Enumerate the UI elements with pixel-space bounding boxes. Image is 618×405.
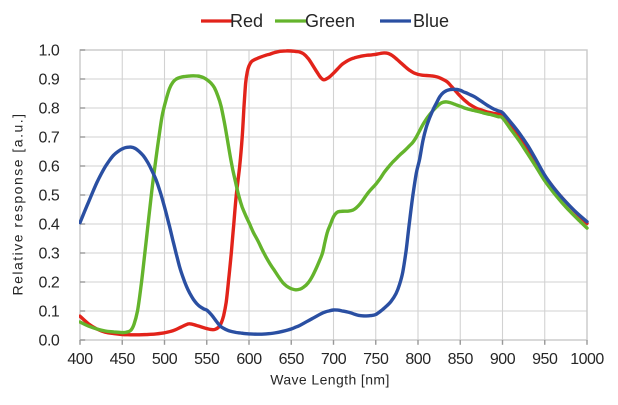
svg-text:700: 700	[321, 351, 347, 368]
svg-text:900: 900	[490, 351, 516, 368]
svg-text:0.5: 0.5	[39, 187, 60, 204]
svg-text:0.3: 0.3	[39, 245, 60, 262]
svg-text:750: 750	[363, 351, 389, 368]
svg-text:0.9: 0.9	[39, 71, 60, 88]
svg-text:650: 650	[279, 351, 305, 368]
svg-text:550: 550	[194, 351, 220, 368]
svg-text:1.0: 1.0	[39, 42, 60, 59]
svg-text:950: 950	[532, 351, 558, 368]
svg-text:0.1: 0.1	[39, 303, 60, 320]
svg-text:Green: Green	[305, 11, 355, 31]
svg-text:Relative response [a.u.]: Relative response [a.u.]	[10, 112, 26, 295]
svg-text:500: 500	[152, 351, 178, 368]
svg-text:800: 800	[405, 351, 431, 368]
svg-text:0.2: 0.2	[39, 274, 60, 291]
svg-text:450: 450	[110, 351, 136, 368]
svg-text:0.4: 0.4	[39, 216, 60, 233]
svg-text:0.8: 0.8	[39, 100, 60, 117]
svg-text:Wave Length [nm]: Wave Length [nm]	[270, 372, 390, 388]
svg-text:400: 400	[67, 351, 93, 368]
svg-text:600: 600	[236, 351, 262, 368]
svg-text:Blue: Blue	[413, 11, 449, 31]
svg-text:850: 850	[448, 351, 474, 368]
svg-text:1000: 1000	[570, 351, 604, 368]
svg-text:Red: Red	[230, 11, 263, 31]
svg-text:0.6: 0.6	[39, 158, 60, 175]
svg-text:0.7: 0.7	[39, 129, 60, 146]
svg-text:0.0: 0.0	[39, 332, 60, 349]
